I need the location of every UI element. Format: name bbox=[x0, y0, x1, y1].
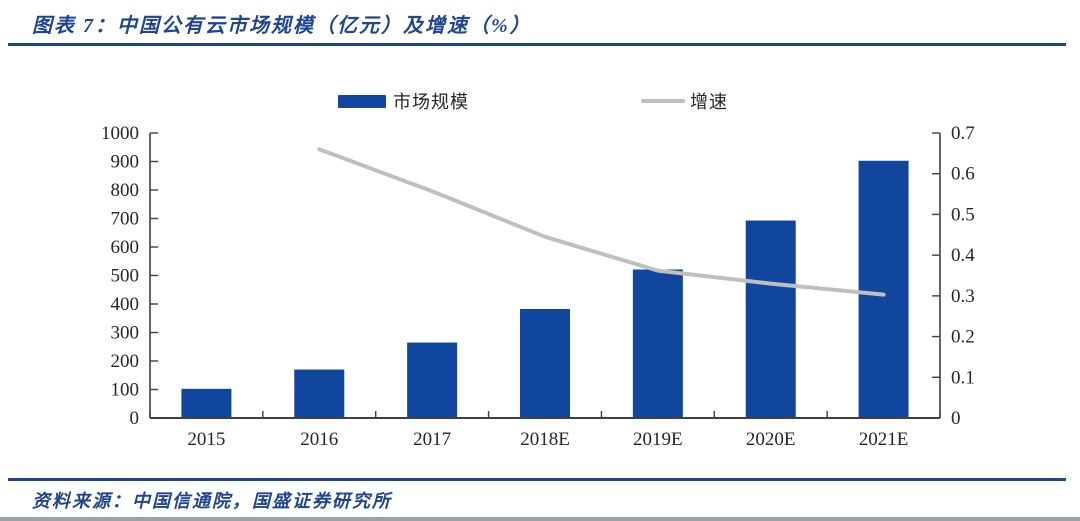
right-axis-tick-label: 0.3 bbox=[951, 286, 975, 307]
x-axis-label-2015: 2015 bbox=[187, 429, 225, 450]
right-axis-tick-label: 0.7 bbox=[951, 123, 975, 144]
left-axis-tick-label: 900 bbox=[111, 152, 140, 173]
growth-line bbox=[317, 147, 886, 297]
left-axis-tick-label: 0 bbox=[130, 408, 140, 429]
bar-2015 bbox=[181, 388, 232, 418]
legend-item-market-size: 市场规模 bbox=[338, 90, 469, 112]
left-axis-tick-label: 600 bbox=[111, 237, 140, 258]
right-axis-tick-label: 0.4 bbox=[951, 245, 975, 266]
bar-2017 bbox=[407, 342, 458, 418]
legend-item-growth: 增速 bbox=[641, 90, 728, 112]
left-axis-tick-label: 400 bbox=[111, 294, 140, 315]
left-axis-tick-label: 200 bbox=[111, 351, 140, 372]
x-axis-label-2019E: 2019E bbox=[633, 429, 683, 450]
x-axis-label-2020E: 2020E bbox=[746, 429, 796, 450]
bar-series-swatch bbox=[338, 94, 386, 108]
x-axis-label-2017: 2017 bbox=[413, 429, 451, 450]
right-axis-tick-label: 0 bbox=[951, 408, 961, 429]
bar-2018E bbox=[520, 308, 570, 418]
right-axis-tick-label: 0.5 bbox=[951, 204, 975, 225]
x-axis-label-2021E: 2021E bbox=[859, 429, 909, 450]
legend-label-growth: 增速 bbox=[690, 92, 728, 112]
left-axis-tick-label: 100 bbox=[111, 380, 140, 401]
bar-2021E bbox=[858, 160, 909, 418]
bar-2019E bbox=[632, 269, 683, 418]
legend-label-market-size: 市场规模 bbox=[393, 92, 469, 112]
x-axis-label-2016: 2016 bbox=[300, 429, 338, 450]
source-text: 资料来源：中国信通院，国盛证券研究所 bbox=[32, 491, 392, 511]
left-axis-tick-label: 300 bbox=[111, 323, 140, 344]
right-axis-tick-label: 0.6 bbox=[951, 164, 975, 185]
footer-rule bbox=[8, 478, 1066, 481]
line-series-swatch bbox=[641, 99, 685, 103]
left-axis-tick-label: 700 bbox=[111, 209, 140, 230]
figure-title: 图表 7：中国公有云市场规模（亿元）及增速（%） bbox=[32, 15, 532, 37]
right-axis-tick-label: 0.1 bbox=[951, 367, 975, 388]
right-axis-tick-label: 0.2 bbox=[951, 327, 975, 348]
left-axis-tick-label: 500 bbox=[111, 266, 140, 287]
bar-2020E bbox=[745, 220, 796, 418]
title-rule bbox=[8, 43, 1066, 46]
left-axis-tick-label: 1000 bbox=[101, 123, 139, 144]
x-axis-label-2018E: 2018E bbox=[520, 429, 570, 450]
left-axis-tick-label: 800 bbox=[111, 180, 140, 201]
bottom-rule bbox=[0, 517, 1080, 521]
bar-2016 bbox=[294, 369, 345, 418]
